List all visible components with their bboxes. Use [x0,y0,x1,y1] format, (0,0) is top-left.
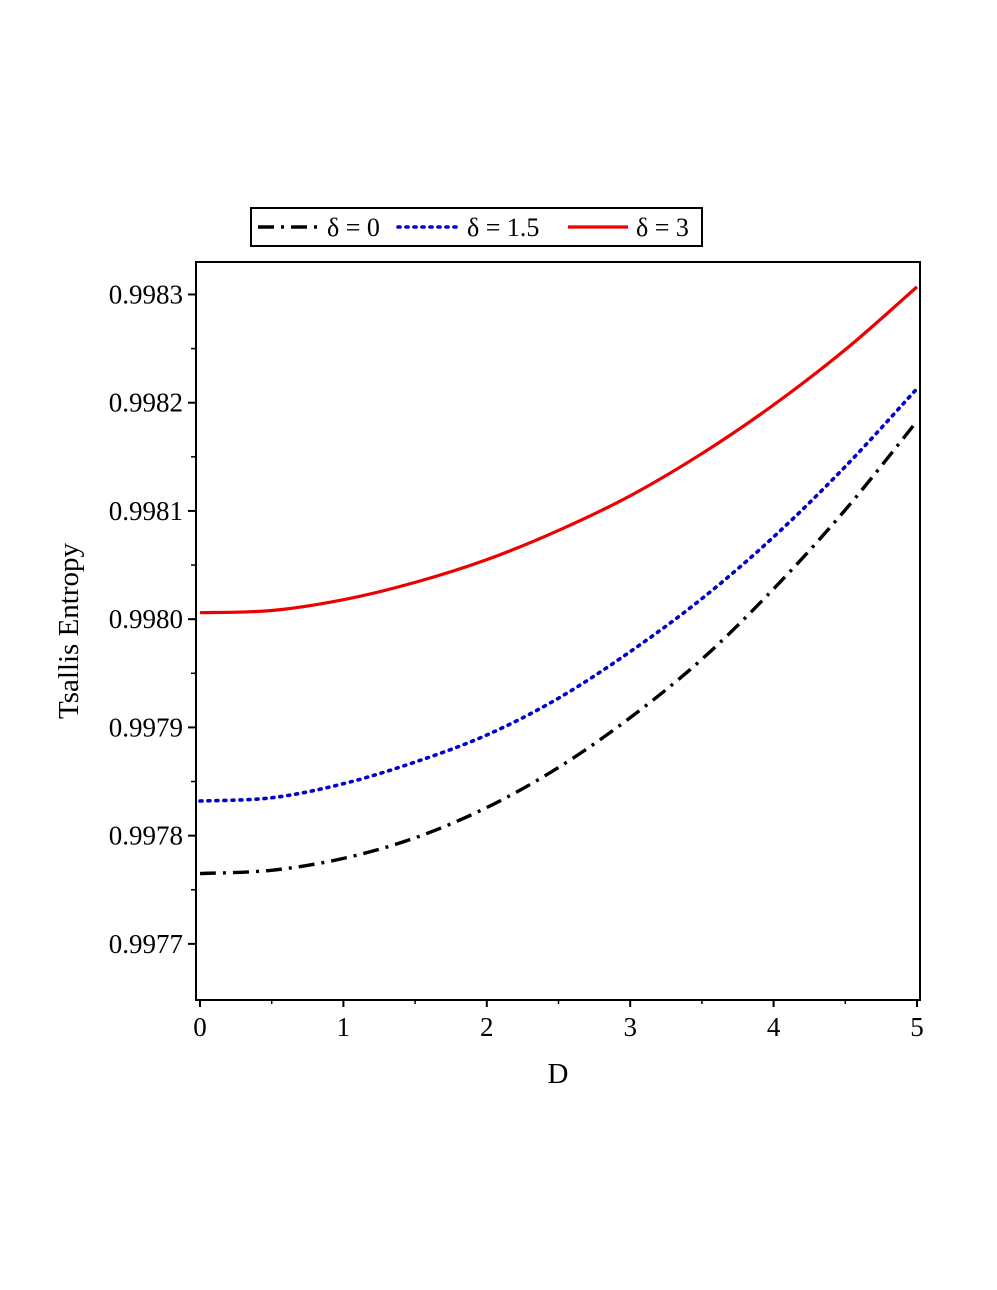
plot-frame [195,261,921,1001]
y-axis: 0.9977 0.9978 0.9979 0.9980 0.9981 0.9982 0.99… [109,279,196,959]
y-tick-label: 0.9978 [109,821,183,851]
legend-label-0: δ = 0 [327,213,380,242]
series-line-1 [198,386,919,803]
legend-label-1: δ = 1.5 [467,213,539,242]
y-axis-label: Tsallis Entropy [53,543,85,719]
series-line-2 [199,285,919,615]
y-tick-label: 0.9979 [109,712,183,742]
series-layer [198,285,919,876]
x-tick-label: 5 [910,1012,924,1042]
y-tick-label: 0.9980 [109,604,183,634]
x-axis: 0 1 2 3 4 5 [193,999,924,1042]
y-tick-label: 0.9983 [109,279,183,309]
x-tick-label: 0 [193,1012,207,1042]
y-tick-label: 0.9982 [109,388,183,418]
y-tick-label: 0.9981 [109,496,183,526]
legend-label-2: δ = 3 [636,213,689,242]
x-tick-label: 1 [337,1012,351,1042]
x-tick-label: 3 [623,1012,637,1042]
y-tick-label: 0.9977 [109,929,183,959]
x-tick-label: 4 [767,1012,781,1042]
legend: δ = 0 δ = 1.5 δ = 3 [250,207,703,247]
series-line-0 [199,420,919,876]
x-axis-label: D [548,1058,569,1090]
x-tick-label: 2 [480,1012,494,1042]
